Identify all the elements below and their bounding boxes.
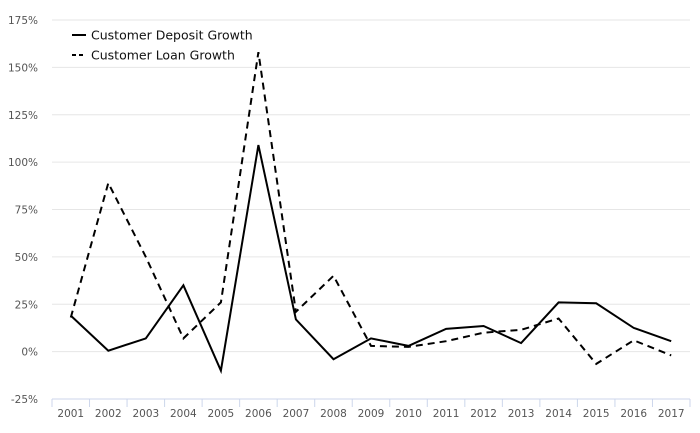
x-tick-label: 2015	[583, 408, 610, 420]
y-axis: -25% 0% 25% 50% 75% 100% 125% 150% 175%	[8, 15, 38, 406]
y-tick-label: 25%	[15, 299, 38, 311]
x-tick-label: 2016	[620, 408, 647, 420]
x-tick-label: 2006	[245, 408, 272, 420]
x-tick-label: 2003	[132, 408, 159, 420]
x-axis-labels: 2001 2002 2003 2004 2005 2006 2007 2008 2009 2010…	[57, 408, 684, 420]
x-tick-label: 2008	[320, 408, 347, 420]
x-tick-label: 2004	[170, 408, 197, 420]
x-tick-label: 2012	[470, 408, 497, 420]
x-tick-label: 2009	[358, 408, 385, 420]
x-tick-label: 2013	[508, 408, 535, 420]
series-line-deposit-growth	[70, 144, 672, 375]
x-tick-label: 2001	[57, 408, 84, 420]
x-tick-label: 2002	[95, 408, 122, 420]
grid-lines	[52, 19, 690, 353]
y-tick-label: 100%	[8, 157, 38, 169]
series-lines	[69, 52, 672, 375]
y-tick-label: 150%	[8, 62, 38, 74]
y-tick-label: -25%	[11, 394, 38, 406]
x-tick-label: 2005	[208, 408, 235, 420]
y-tick-label: 0%	[21, 347, 38, 359]
legend-label: Customer Loan Growth	[91, 48, 235, 63]
x-tick-label: 2010	[395, 408, 422, 420]
x-axis	[51, 398, 691, 407]
x-tick-label: 2014	[545, 408, 572, 420]
y-tick-label: 175%	[8, 15, 38, 27]
series-line-loan-growth	[69, 52, 672, 366]
x-tick-label: 2007	[283, 408, 310, 420]
y-tick-label: 75%	[15, 205, 38, 217]
x-tick-label: 2011	[433, 408, 460, 420]
x-tick-label: 2017	[658, 408, 685, 420]
legend: Customer Deposit Growth Customer Loan Gro…	[72, 28, 253, 63]
y-tick-label: 50%	[15, 252, 38, 264]
y-tick-label: 125%	[8, 110, 38, 122]
legend-label: Customer Deposit Growth	[91, 28, 253, 43]
